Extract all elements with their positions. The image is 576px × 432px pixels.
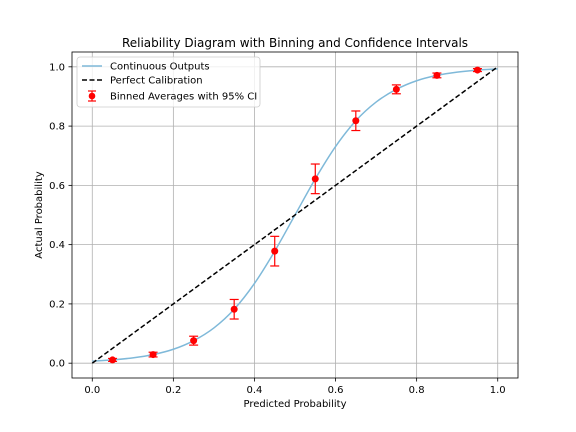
y-tick-label: 0.8 [49,122,65,133]
tick-layer: 0.0 0.2 0.4 0.6 0.8 1.0 0.0 0.2 0.4 0.6 0.8 1.0 [49,62,506,396]
binned-average-point [271,247,279,255]
binned-average-point [352,117,360,125]
y-tick-label: 0.4 [49,240,65,251]
binned-average-point [473,66,481,74]
y-tick-label: 0.2 [49,299,65,310]
binned-average-point [109,356,117,364]
binned-average-point [149,351,157,359]
binned-average-point [392,85,400,93]
chart-title: Reliability Diagram with Binning and Con… [122,36,468,50]
y-tick-label: 0.0 [49,359,65,370]
legend-label-binned: Binned Averages with 95% CI [110,92,257,103]
y-tick-label: 1.0 [49,62,65,73]
x-tick-label: 0.8 [409,385,425,396]
binned-average-point [311,175,319,183]
binned-average-point [190,337,198,345]
y-axis-label: Actual Probability [34,171,45,258]
plot-frame [71,51,519,379]
x-tick-label: 1.0 [490,385,506,396]
legend: Continuous Outputs Perfect Calibration B… [76,56,261,108]
series-layer [91,66,499,364]
binned-average-point [230,305,238,313]
x-tick-label: 0.2 [165,385,181,396]
x-tick-label: 0.0 [84,385,100,396]
perfect-calibration-line [91,66,499,364]
legend-box [76,56,261,108]
x-tick-label: 0.6 [328,385,344,396]
x-tick-label: 0.4 [247,385,263,396]
x-axis-label: Predicted Probability [244,399,347,410]
legend-swatch-binned [88,90,96,102]
legend-label-continuous: Continuous Outputs [110,62,210,73]
legend-label-perfect: Perfect Calibration [110,76,203,87]
y-tick-label: 0.6 [49,181,65,192]
binned-average-point [433,71,441,79]
